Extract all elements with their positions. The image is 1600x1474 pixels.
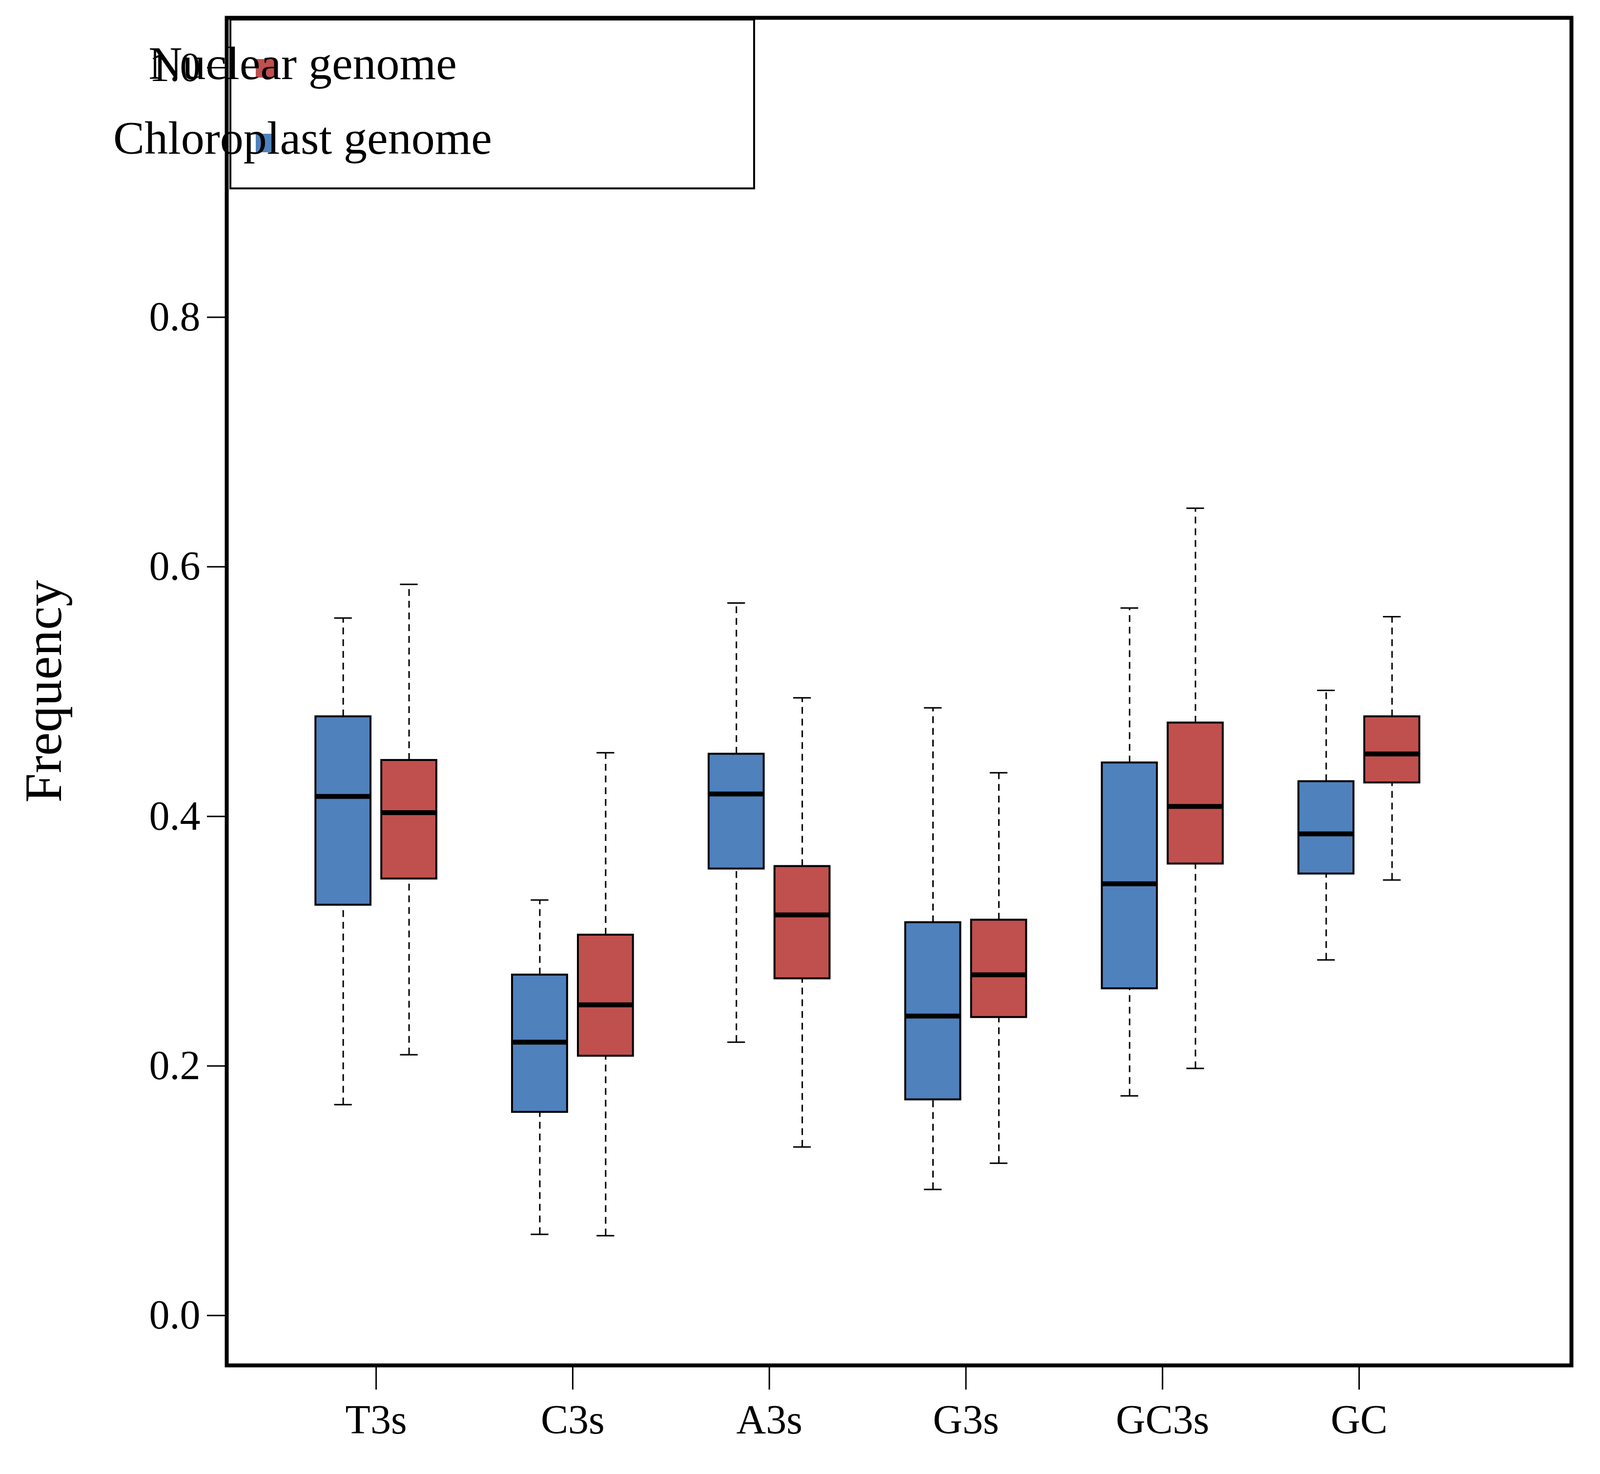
svg-text:Nuclear genome: Nuclear genome [148,37,457,90]
svg-text:0.6: 0.6 [149,543,201,589]
svg-text:A3s: A3s [736,1396,802,1443]
svg-text:GC: GC [1330,1396,1388,1443]
svg-text:GC3s: GC3s [1115,1396,1210,1443]
svg-text:0.0: 0.0 [149,1292,201,1338]
svg-text:T3s: T3s [345,1396,408,1443]
svg-text:G3s: G3s [932,1396,999,1443]
svg-text:Chloroplast genome: Chloroplast genome [113,111,493,165]
svg-text:0.2: 0.2 [149,1042,201,1088]
svg-text:C3s: C3s [540,1396,605,1443]
svg-text:0.4: 0.4 [149,793,201,839]
svg-text:Frequency: Frequency [14,580,73,803]
svg-text:0.8: 0.8 [149,293,201,340]
